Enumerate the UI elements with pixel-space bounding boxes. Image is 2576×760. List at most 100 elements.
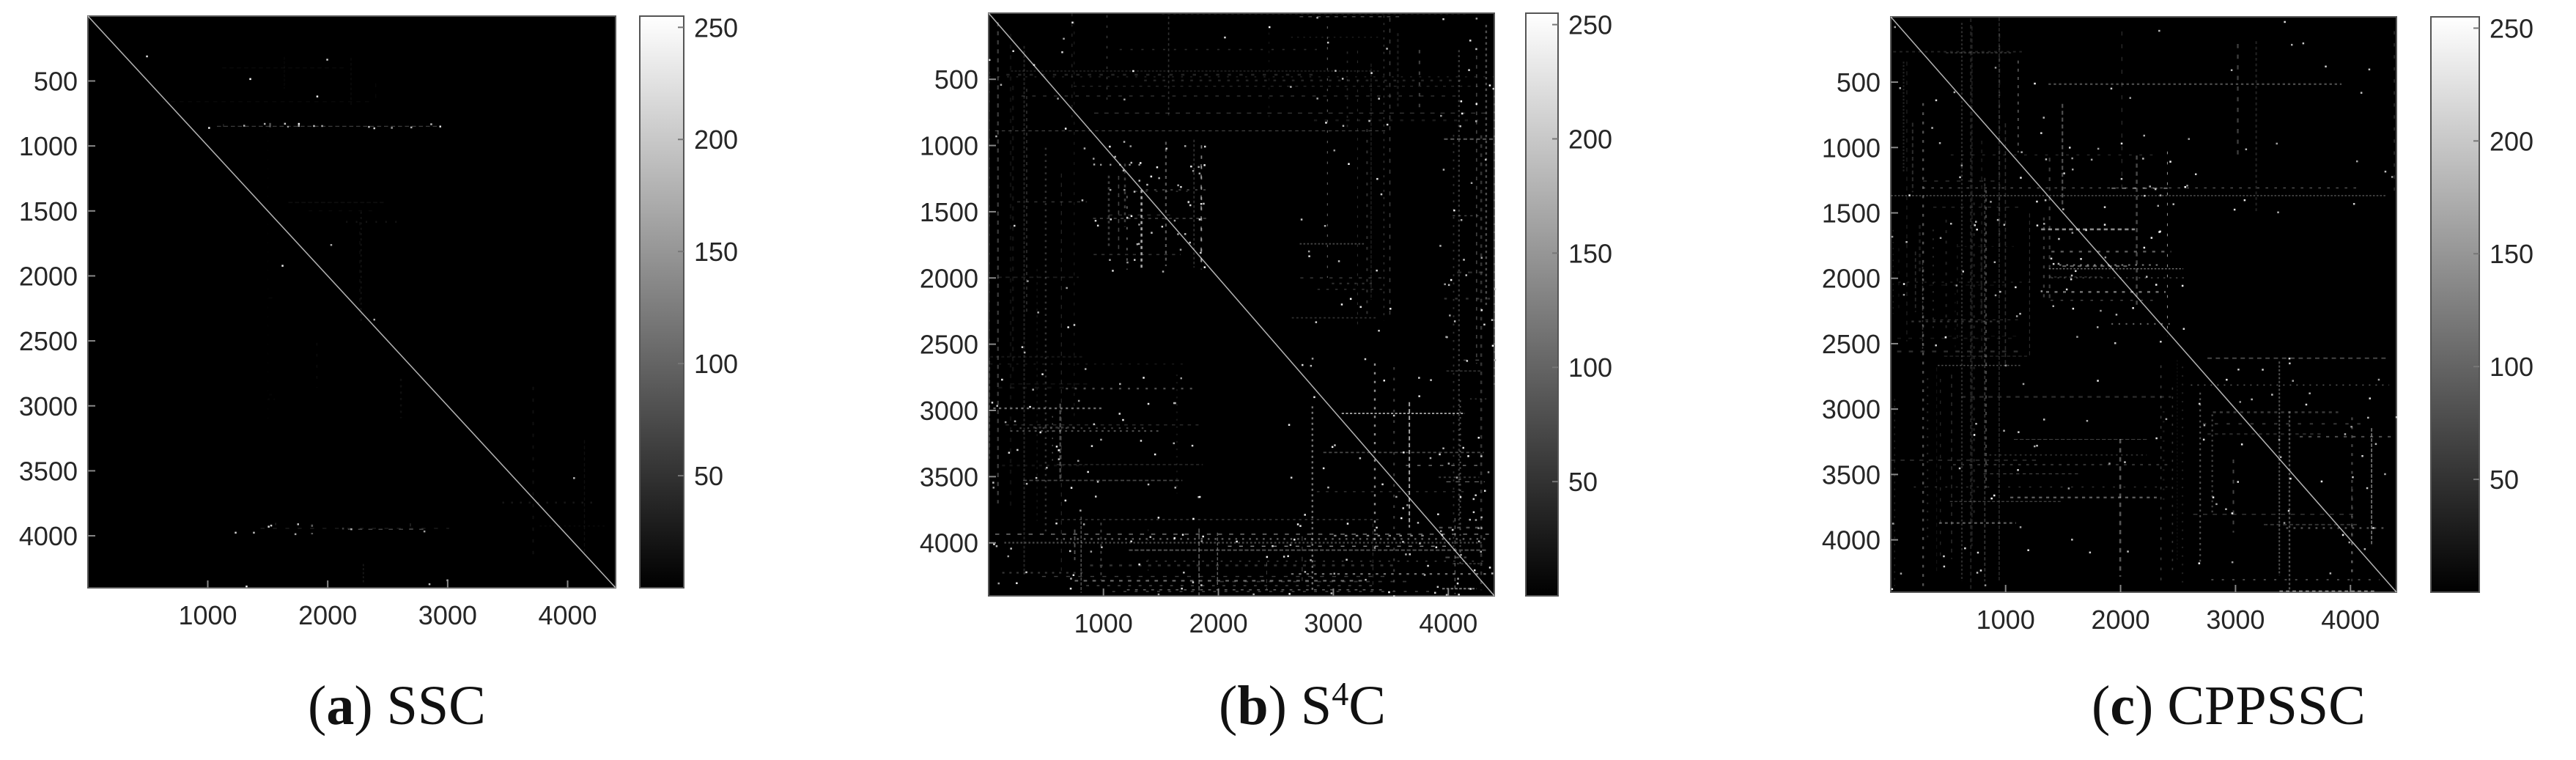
heatmap-cell: [1326, 41, 1329, 44]
heatmap-cell: [208, 127, 210, 129]
heatmap-cell: [1161, 226, 1164, 228]
heatmap-cell: [1039, 431, 1041, 434]
heatmap-cell: [1376, 526, 1378, 529]
heatmap-cell: [2040, 290, 2043, 292]
heatmap-cell: [1288, 593, 1291, 595]
heatmap-cell: [1475, 120, 1477, 122]
heatmap-cell: [1477, 527, 1480, 529]
x-axis: 1000 2000 3000 4000: [1977, 585, 2380, 635]
heatmap-cell: [1035, 476, 1038, 479]
heatmap-cell: [1077, 399, 1080, 402]
heatmap-cell: [2237, 369, 2240, 371]
heatmap-cell: [1132, 70, 1134, 73]
y-tick-label: 2500: [19, 326, 78, 356]
heatmap-cell: [2027, 549, 2029, 551]
heatmap-cell: [1299, 525, 1302, 527]
heatmap-cell: [1122, 169, 1125, 171]
heatmap-cell: [1442, 18, 1444, 21]
y-tick-label: 500: [934, 64, 978, 95]
y-tick-label: 3500: [1822, 460, 1881, 490]
heatmap-cell: [2100, 309, 2102, 312]
heatmap-cell: [2363, 548, 2366, 550]
caption-text: CPPSSC: [2167, 675, 2366, 737]
heatmap-cell: [1378, 97, 1380, 100]
heatmap-cell: [1304, 514, 1306, 516]
heatmap-cell: [2120, 177, 2123, 180]
heatmap-cell: [1979, 569, 1982, 572]
heatmap-cell: [267, 525, 270, 528]
colorbar-tick-label: 250: [1568, 10, 1612, 40]
heatmap-cell: [1093, 423, 1096, 426]
x-tick-label: 3000: [2206, 605, 2265, 635]
heatmap-cell: [2045, 158, 2048, 161]
heatmap-cell: [326, 59, 328, 61]
heatmap-cell: [1293, 539, 1296, 541]
heatmap-cell: [1072, 574, 1075, 576]
heatmap-cell: [2158, 29, 2160, 32]
heatmap-cell: [1376, 269, 1378, 272]
heatmap-cell: [2157, 204, 2159, 207]
colorbar-tick-label: 200: [2490, 126, 2533, 156]
x-tick-label: 3000: [1304, 608, 1362, 638]
heatmap-cell: [1964, 547, 1966, 550]
heatmap-cell: [1475, 48, 1477, 51]
heatmap-cell: [1405, 553, 1407, 556]
heatmap-panel-c: 1000 2000 3000 4000 500 1000 1500 2000 2500 3000…: [1822, 13, 2533, 635]
heatmap-cell: [1445, 336, 1447, 338]
heatmap-cell: [1458, 594, 1460, 596]
heatmap-cell: [1477, 540, 1480, 542]
y-tick-label: 3000: [1822, 394, 1881, 424]
heatmap-cell: [2050, 257, 2053, 260]
heatmap-cell: [2090, 158, 2093, 161]
heatmap-cell: [1174, 487, 1176, 489]
heatmap-cell: [2034, 445, 2036, 448]
heatmap-cell: [294, 533, 297, 536]
heatmap-cell: [1436, 586, 1439, 589]
heatmap-cell: [2149, 185, 2151, 188]
heatmap-cell: [2143, 134, 2145, 137]
heatmap-cell: [1993, 494, 1996, 497]
heatmap-cell: [1975, 221, 1977, 223]
heatmap-cell: [1455, 476, 1458, 479]
heatmap-cell: [1480, 527, 1483, 529]
heatmap-cell: [1487, 471, 1490, 473]
heatmap-cell: [996, 405, 998, 407]
heatmap-cell: [1472, 511, 1475, 514]
heatmap-cell: [2384, 170, 2387, 173]
heatmap-cell: [1977, 551, 1979, 554]
heatmap-cell: [1090, 550, 1093, 553]
y-tick-label: 1500: [1822, 198, 1881, 228]
heatmap-cell: [1146, 183, 1148, 186]
heatmap-cell: [1406, 504, 1409, 506]
heatmap-cell: [2172, 203, 2174, 205]
heatmap-cell: [1472, 498, 1475, 501]
heatmap-cell: [1434, 591, 1436, 594]
heatmap-cell: [1041, 373, 1044, 375]
caption-b: (b) S4C: [1219, 677, 1386, 734]
heatmap-cell: [1138, 563, 1140, 566]
heatmap-cell: [1337, 260, 1340, 262]
heatmap-cell: [1427, 564, 1429, 567]
heatmap-cell: [2127, 550, 2129, 553]
heatmap-cell: [2329, 572, 2332, 575]
heatmap-cell: [2015, 286, 2017, 289]
heatmap-cell: [2284, 21, 2286, 23]
heatmap-cell: [1418, 377, 1420, 379]
heatmap-cell: [2158, 231, 2160, 233]
heatmap-cell: [2360, 92, 2363, 94]
heatmap-cell: [2188, 138, 2190, 140]
heatmap-cell: [1469, 588, 1472, 590]
heatmap-cell: [1192, 581, 1195, 583]
heatmap-cell: [1440, 530, 1442, 532]
heatmap-cell: [1083, 147, 1086, 150]
heatmap-cell: [1491, 572, 1494, 575]
heatmap-cell: [1370, 72, 1373, 74]
heatmap-cell: [1165, 147, 1167, 150]
heatmap-cell: [1130, 161, 1132, 164]
heatmap-cell: [1400, 517, 1403, 520]
y-tick-label: 3000: [19, 391, 78, 421]
heatmap-cell: [297, 523, 299, 525]
heatmap-cell: [2020, 177, 2022, 179]
heatmap-cell: [1311, 358, 1314, 360]
